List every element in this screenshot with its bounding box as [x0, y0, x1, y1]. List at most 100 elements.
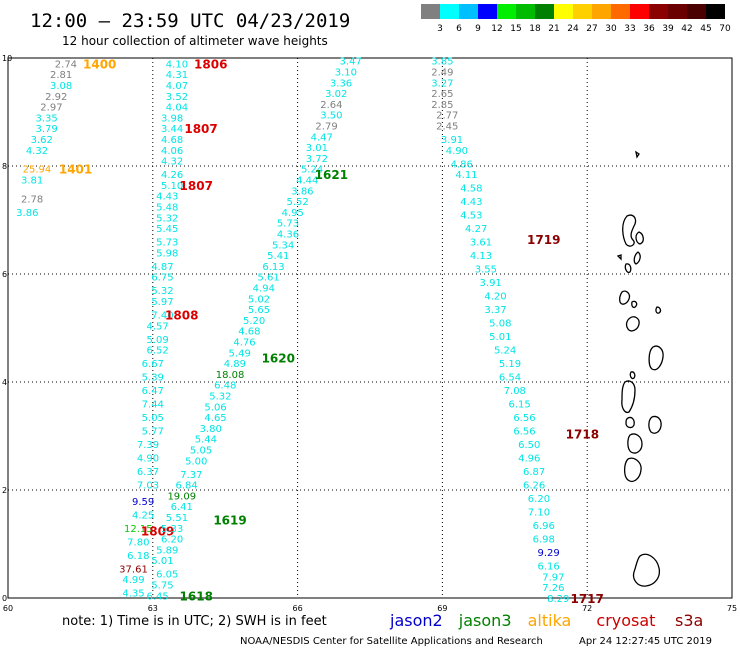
wave-height-point: 7.39: [137, 440, 159, 451]
wave-height-point: 5.73: [277, 219, 299, 230]
wave-height-point: 3.10: [335, 68, 357, 79]
wave-height-point: 2.81: [50, 70, 72, 81]
wave-height-point: 5.24: [301, 165, 323, 176]
scale-swatch: [668, 4, 687, 19]
wave-height-point: 6.98: [533, 535, 555, 546]
wave-height-point: 3.91: [480, 278, 502, 289]
wave-height-point: 2.74: [55, 59, 77, 70]
track-s3a-1717: 1717: [570, 592, 603, 606]
y-tick-label: 4: [2, 378, 7, 387]
wave-height-point: 4.76: [233, 338, 255, 349]
scale-level-label: 9: [475, 24, 481, 34]
wave-height-point: 6.18: [127, 551, 149, 562]
scale-level-label: 15: [510, 24, 521, 34]
wave-height-point: 3.36: [330, 78, 352, 89]
wave-height-point: 2.77: [436, 111, 458, 122]
wave-height-point: 4.94: [253, 284, 275, 295]
wave-height-point: 6.96: [533, 521, 555, 532]
wave-height-point: 5.32: [209, 392, 231, 403]
axis-ticks: 60 63 66 69 72 75 0 2 4 6 8 10: [2, 54, 737, 613]
island-shape: [648, 345, 664, 371]
scale-swatch: [611, 4, 630, 19]
pass-time-label: 1401: [59, 163, 92, 177]
wave-height-point: 4.89: [224, 359, 246, 370]
wave-height-point: 4.27: [465, 224, 487, 235]
scale-swatch: [478, 4, 497, 19]
island-shape: [616, 254, 632, 274]
pass-time-label: 1808: [165, 309, 198, 323]
y-tick-label: 6: [2, 270, 7, 279]
wave-height-point: 5.19: [499, 359, 521, 370]
scale-level-label: 30: [605, 24, 617, 34]
wave-height-point: 4.07: [166, 81, 188, 92]
wave-height-point: 5.01: [489, 332, 511, 343]
wave-height-point: 3.86: [291, 186, 313, 197]
wave-height-point: 6.37: [137, 467, 159, 478]
scale-swatch: [459, 4, 478, 19]
wave-height-point: 4.10: [166, 59, 188, 70]
wave-height-point: 4.32: [161, 157, 183, 168]
wave-height-point: 4.35: [122, 589, 144, 600]
island-shape: [625, 416, 635, 429]
scale-swatch: [687, 4, 706, 19]
wave-height-point: 3.35: [35, 113, 57, 124]
scale-swatch: [573, 4, 592, 19]
x-tick-label: 66: [293, 604, 303, 613]
pass-time-label: 1806: [194, 57, 227, 71]
wave-height-point: 6.75: [151, 273, 173, 284]
wave-height-point: 6.20: [161, 535, 183, 546]
wave-height-point: 5.09: [146, 335, 168, 346]
wave-height-point: 5.32: [151, 286, 173, 297]
wave-height-point: 4.20: [484, 292, 506, 303]
island-shape: [627, 433, 643, 454]
track-cryosat-1807: 5.104.435.485.325.455.735.984.876.755.32…: [151, 179, 213, 308]
wave-height-point: 6.67: [142, 359, 164, 370]
pass-time-label: 1621: [315, 168, 348, 182]
wave-height-point: 4.13: [470, 251, 492, 262]
wave-height-point: 4.47: [311, 132, 333, 143]
wave-height-point: 6.16: [537, 562, 559, 573]
wave-height-point: 3.37: [484, 305, 506, 316]
wave-height-point: 4.32: [26, 146, 48, 157]
wave-height-point: 4.65: [204, 413, 226, 424]
wave-height-point: 7.80: [127, 537, 149, 548]
mission-jason2: jason2: [389, 611, 443, 630]
wave-height-point: 5.10: [161, 181, 183, 192]
wave-height-point: 7.37: [180, 470, 202, 481]
island-shape: [622, 214, 637, 247]
wave-height-point: 3.80: [200, 424, 222, 435]
wave-height-point: 3.50: [320, 111, 342, 122]
wave-height-point: 4.31: [166, 70, 188, 81]
mission-legend: jason2 jason3 altika cryosat s3a: [389, 611, 703, 630]
wave-height-point: 3.61: [470, 238, 492, 249]
y-tick-label: 10: [2, 54, 12, 63]
wave-height-point: 5.51: [166, 513, 188, 524]
wave-height-point: 8.29: [547, 594, 569, 605]
pass-time-label: 1809: [141, 525, 174, 539]
wave-height-point: 2.49: [431, 68, 453, 79]
wave-height-point: 5.01: [151, 556, 173, 567]
wave-height-point: 3.08: [50, 81, 72, 92]
wave-height-point: 4.36: [277, 230, 299, 241]
wave-height-point: 5.08: [489, 319, 511, 330]
wave-height-point: 2.64: [320, 100, 342, 111]
wave-height-point: 4.44: [296, 176, 318, 187]
wave-height-point: 4.25: [132, 510, 154, 521]
wave-height-point: 5.52: [286, 197, 308, 208]
wave-height-point: 4.68: [161, 135, 183, 146]
wave-height-point: 4.87: [151, 262, 173, 273]
wave-height-point: 6.45: [146, 591, 168, 602]
island-shape: [625, 316, 640, 332]
pass-time-label: 1717: [570, 592, 603, 606]
mission-jason3: jason3: [458, 611, 512, 630]
wave-height-point: 6.84: [175, 481, 197, 492]
wave-height-point: 6.26: [523, 481, 545, 492]
wave-height-point: 5.00: [185, 456, 207, 467]
wave-height-point: 3.79: [35, 124, 57, 135]
wave-height-point: 7.10: [528, 508, 550, 519]
track-jason3-1618: 6.055.756.45 1618: [146, 570, 212, 604]
wave-height-point: 4.96: [518, 454, 540, 465]
wave-height-point: 6.05: [156, 570, 178, 581]
wave-height-point: 19.09: [167, 491, 196, 502]
